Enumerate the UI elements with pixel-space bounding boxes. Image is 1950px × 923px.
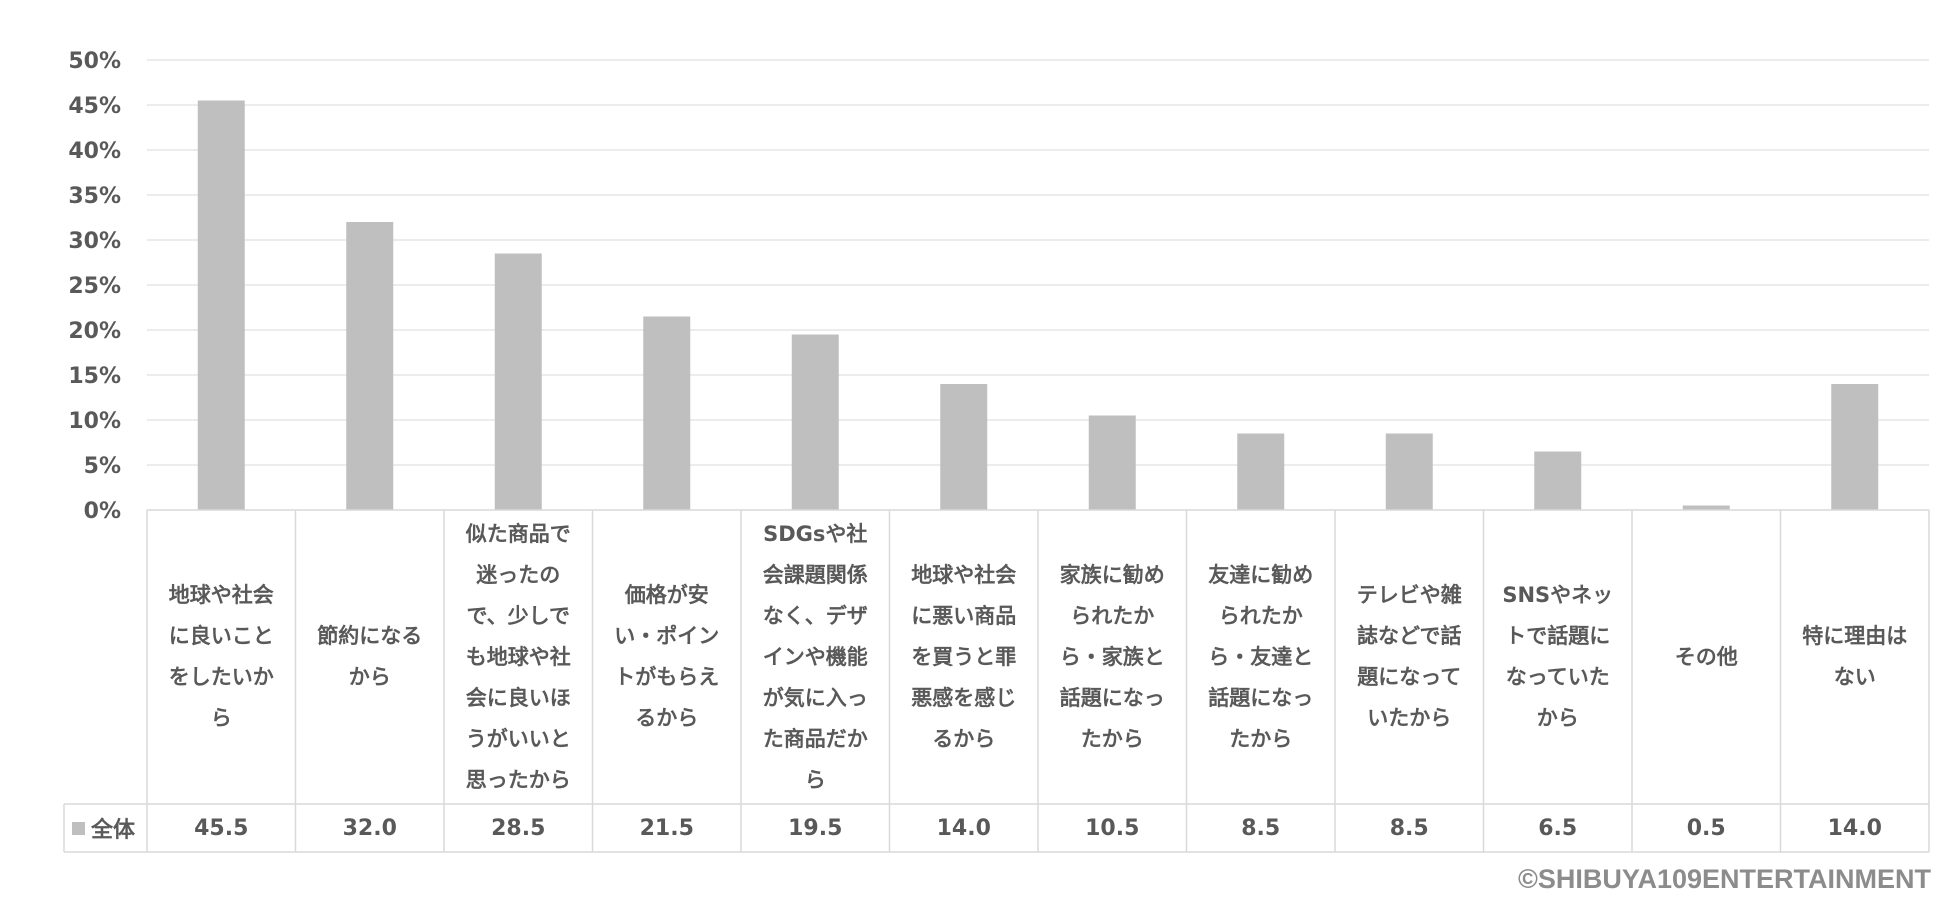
data-label: 14.0	[936, 815, 991, 841]
legend-label: 全体	[91, 818, 136, 843]
copyright-text: ©SHIBUYA109ENTERTAINMENT	[1518, 864, 1931, 894]
bar	[1682, 505, 1730, 510]
bar	[1534, 451, 1582, 510]
bar	[197, 100, 245, 510]
y-tick-label: 10%	[68, 409, 121, 434]
category-label: 節約になる から	[317, 624, 423, 689]
bar	[1831, 384, 1879, 510]
data-label: 0.5	[1686, 815, 1726, 841]
y-tick-label: 5%	[84, 454, 121, 479]
category-label: 家族に勧め られたか ら・家族と 話題になっ たから	[1059, 562, 1165, 751]
legend-swatch	[72, 821, 85, 835]
data-label: 6.5	[1538, 815, 1578, 841]
bar	[791, 334, 839, 510]
category-label: 地球や社会 に悪い商品 を買うと罪 悪感を感じ るから	[911, 562, 1017, 751]
category-label: 地球や社会 に良いこと をしたいから	[168, 583, 274, 730]
category-label: 特に理由は ない	[1802, 624, 1908, 689]
bar	[346, 222, 394, 510]
bar	[1385, 433, 1433, 510]
bar	[494, 253, 542, 510]
y-tick-label: 40%	[68, 139, 121, 164]
y-tick-label: 45%	[68, 94, 121, 119]
category-label: 友達に勧め られたか ら・友達と 話題になっ たから	[1208, 562, 1314, 751]
category-label: 似た商品で 迷ったの で、少しで も地球や社 会に良いほ うがいいと 思ったから	[465, 521, 571, 792]
y-tick-label: 30%	[68, 229, 121, 254]
bar	[643, 316, 691, 510]
data-label: 21.5	[639, 815, 694, 841]
category-label: 価格が安 い・ポイン トがもらえ るから	[614, 583, 720, 730]
category-label: その他	[1674, 644, 1738, 669]
bar	[1237, 433, 1285, 510]
data-label: 8.5	[1389, 815, 1429, 841]
legend-entry: 全体	[64, 804, 147, 852]
category-label: SNSやネッ トで話題に なっていた から	[1502, 583, 1614, 730]
data-label: 28.5	[491, 815, 546, 841]
y-tick-label: 25%	[68, 274, 121, 299]
category-label: SDGsや社 会課題関係 なく、デザ インや機能 が気に入っ た商品だから	[762, 521, 868, 792]
y-tick-label: 35%	[68, 184, 121, 209]
y-tick-label: 0%	[84, 499, 121, 524]
bar	[940, 384, 988, 510]
bar	[1088, 415, 1136, 510]
data-label: 32.0	[342, 815, 397, 841]
y-tick-label: 15%	[68, 364, 121, 389]
y-tick-label: 20%	[68, 319, 121, 344]
category-label: テレビや雑 誌などで話 題になって いたから	[1356, 583, 1462, 730]
data-label: 45.5	[194, 815, 249, 841]
data-label: 8.5	[1241, 815, 1281, 841]
data-label: 14.0	[1827, 815, 1882, 841]
data-label: 10.5	[1085, 815, 1140, 841]
data-label: 19.5	[788, 815, 843, 841]
y-tick-label: 50%	[68, 49, 121, 74]
